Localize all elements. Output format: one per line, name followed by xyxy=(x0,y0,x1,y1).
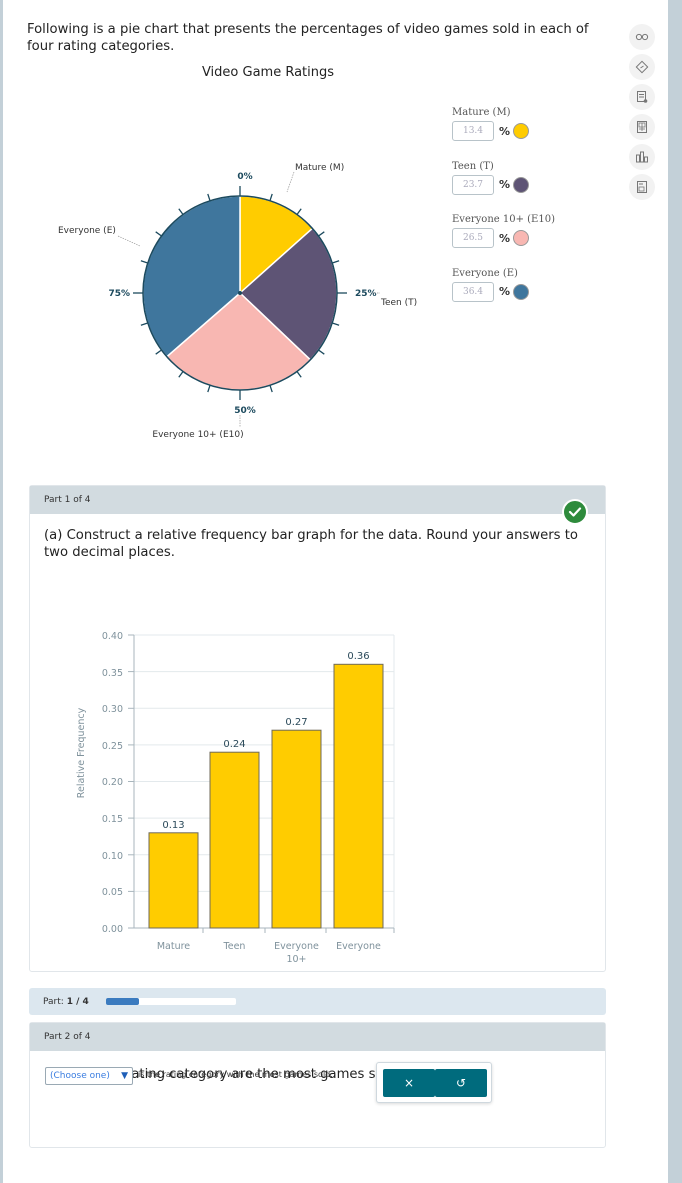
slice-label-mature: Mature (M) xyxy=(295,163,344,173)
percent-sign: % xyxy=(499,124,511,138)
pie-chart-title: Video Game Ratings xyxy=(201,65,335,80)
svg-text:0.15: 0.15 xyxy=(102,814,123,825)
tick-label-0: 0% xyxy=(237,172,252,182)
notes-icon[interactable] xyxy=(629,84,655,110)
undo-button[interactable]: ↺ xyxy=(435,1069,487,1097)
progress-fill xyxy=(106,998,139,1005)
y-tick-labels: 0.00 0.05 0.10 0.15 0.20 0.25 0.30 0.35 … xyxy=(102,631,123,935)
calculator-icon[interactable] xyxy=(629,114,655,140)
svg-text:0.30: 0.30 xyxy=(102,704,123,715)
percent-sign: % xyxy=(499,285,511,298)
pie-legend: Mature (M) 13.4 % Teen (T) 23.7 % Everyo… xyxy=(452,107,572,321)
part1-card: Part 1 of 4 (a) Construct a relative fre… xyxy=(29,485,606,972)
everyone-percent-field: 36.4 xyxy=(452,281,494,302)
x-tick-labels: Mature Teen Everyone 10+ Everyone xyxy=(157,941,381,965)
bar-everyone xyxy=(333,663,384,929)
tick-label-50: 50% xyxy=(234,406,256,416)
svg-text:Everyone: Everyone xyxy=(274,941,319,952)
tick-label-75: 75% xyxy=(108,289,130,299)
bar-chart-icon[interactable] xyxy=(629,144,655,170)
legend-label: Mature (M) xyxy=(452,107,511,118)
percent-sign: % xyxy=(499,178,511,191)
color-swatch-everyone xyxy=(513,283,530,300)
progress-count: 1 / 4 xyxy=(66,997,89,1007)
pie-chart: 0% 25% 50% 75% Mature (M) Teen (T) Every… xyxy=(58,163,417,440)
correct-check-icon xyxy=(562,499,588,525)
bar-value-teen: 0.24 xyxy=(223,739,245,750)
y-axis-label: Relative Frequency xyxy=(76,707,87,798)
legend-label: Teen (T) xyxy=(452,160,494,172)
legend-item-everyone: Everyone (E) 36.4 % xyxy=(452,268,572,322)
e10-percent-field: 26.5 xyxy=(452,228,494,248)
rating-category-select[interactable]: (Choose one) ▼ xyxy=(45,1067,133,1085)
answer-actions: × ↺ xyxy=(376,1062,492,1103)
part-progress: Part: 1 / 4 xyxy=(29,988,606,1015)
slice-label-teen: Teen (T) xyxy=(380,298,417,308)
legend-item-teen: Teen (T) 23.7 % xyxy=(452,161,572,215)
select-value: (Choose one) xyxy=(50,1071,110,1081)
svg-text:0.35: 0.35 xyxy=(102,668,123,679)
svg-text:0.25: 0.25 xyxy=(102,741,123,752)
dropdown-arrow-icon: ▼ xyxy=(121,1071,128,1081)
color-swatch-e10 xyxy=(513,230,530,246)
bars xyxy=(148,663,384,929)
glasses-icon[interactable] xyxy=(629,24,655,50)
svg-text:Teen: Teen xyxy=(223,941,246,952)
part2-card: Part 2 of 4 (b) In which rating category… xyxy=(29,1022,606,1148)
percent-sign: % xyxy=(499,231,511,245)
part1-header: Part 1 of 4 xyxy=(30,486,605,514)
intro-text: Following is a pie chart that presents t… xyxy=(27,22,589,54)
bar-mature xyxy=(148,832,199,929)
bar-teen xyxy=(209,751,260,929)
tool-sidebar xyxy=(629,24,657,204)
data-table-icon[interactable] xyxy=(629,174,655,200)
progress-bar xyxy=(106,998,236,1005)
progress-label: Part: 1 / 4 xyxy=(43,997,89,1007)
bar-value-mature: 0.13 xyxy=(162,820,184,831)
bar-value-everyone: 0.36 xyxy=(347,651,369,662)
teen-percent-field: 23.7 xyxy=(452,174,494,195)
pie-ticks xyxy=(133,186,347,400)
bar-value-everyone-10: 0.27 xyxy=(285,717,307,728)
legend-item-mature: Mature (M) 13.4 % xyxy=(452,107,572,161)
part2-header: Part 2 of 4 xyxy=(30,1023,605,1051)
part1-question: (a) Construct a relative frequency bar g… xyxy=(44,528,578,560)
bar-value-labels: 0.13 0.24 0.27 0.36 xyxy=(162,651,369,831)
part2-question: (b) In which rating category are the mos… xyxy=(44,1067,403,1082)
color-swatch-teen xyxy=(513,176,530,193)
svg-text:Mature: Mature xyxy=(157,941,190,952)
svg-text:0.00: 0.00 xyxy=(102,924,123,935)
page: Following is a pie chart that presents t… xyxy=(3,0,668,1183)
mature-percent-field: 13.4 xyxy=(452,121,494,141)
navigate-icon[interactable] xyxy=(629,54,655,80)
svg-text:Everyone: Everyone xyxy=(336,941,381,952)
color-swatch-mature xyxy=(513,123,530,139)
bar-everyone-10 xyxy=(271,729,322,929)
bar-chart: 0.00 0.05 0.10 0.15 0.20 0.25 0.30 0.35 … xyxy=(76,631,395,965)
slice-label-e10: Everyone 10+ (E10) xyxy=(152,430,243,440)
legend-label: Everyone 10+ (E10) xyxy=(452,214,555,225)
legend-label: Everyone (E) xyxy=(452,267,518,279)
svg-text:0.10: 0.10 xyxy=(102,851,123,862)
legend-item-e10: Everyone 10+ (E10) 26.5 % xyxy=(452,214,572,268)
svg-text:10+: 10+ xyxy=(286,954,306,965)
answer-sentence: is the rating category with the most gam… xyxy=(138,1070,333,1079)
clear-button[interactable]: × xyxy=(383,1069,435,1097)
svg-text:0.20: 0.20 xyxy=(102,777,123,788)
svg-text:0.40: 0.40 xyxy=(102,631,123,642)
svg-text:0.05: 0.05 xyxy=(102,887,123,898)
slice-label-everyone: Everyone (E) xyxy=(58,226,116,236)
tick-label-25: 25% xyxy=(355,289,377,299)
